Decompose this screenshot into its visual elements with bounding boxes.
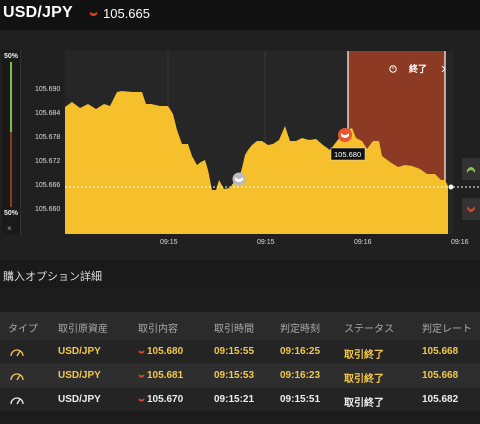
gauge-icon: [10, 373, 24, 381]
row-asset: USD/JPY: [58, 394, 101, 405]
y-tick: 105.660: [35, 206, 60, 213]
row-judge: 09:15:51: [280, 394, 321, 405]
table-row[interactable]: USD/JPY 105.670 09:15:21 09:15:51 取引終了 1…: [0, 387, 480, 411]
entry-rate-label: 105.680: [334, 150, 361, 159]
row-result: 105.668: [422, 346, 459, 357]
end-marker: 終了: [389, 63, 446, 74]
col-asset: 取引原資産: [58, 324, 108, 335]
chevron-right-icon: [441, 65, 446, 73]
clock-icon: [389, 65, 397, 73]
up-button[interactable]: [462, 158, 480, 180]
currency-pair: USD/JPY: [3, 4, 73, 21]
y-tick: 105.678: [35, 134, 60, 141]
row-status: 取引終了: [344, 374, 384, 385]
down-arrow-icon: [138, 374, 145, 378]
row-rate: 105.680: [147, 346, 184, 357]
gauge-icon: [10, 349, 24, 357]
col-content: 取引内容: [138, 324, 178, 335]
row-rate: 105.681: [147, 370, 184, 381]
row-time: 09:15:21: [214, 394, 255, 405]
down-arrow-icon: [467, 206, 475, 212]
y-tick: 105.684: [35, 110, 60, 117]
section-header: [0, 260, 480, 288]
y-tick: 105.672: [35, 158, 60, 165]
row-judge: 09:16:25: [280, 346, 321, 357]
options-table: タイプ 取引原資産 取引内容 取引時間 判定時刻 ステータス 判定レート USD…: [0, 312, 480, 411]
entry-marker-down: 105.680: [330, 128, 366, 161]
gauge-top-pct: 50%: [4, 53, 19, 60]
current-point: [448, 184, 454, 190]
down-arrow-icon: [138, 350, 145, 354]
x-tick: 09:16: [354, 239, 372, 246]
row-status: 取引終了: [344, 350, 384, 361]
table-row[interactable]: USD/JPY 105.680 09:15:55 09:16:25 取引終了 1…: [0, 339, 480, 363]
gauge-icon: [10, 397, 24, 405]
end-label: 終了: [409, 63, 427, 74]
row-result: 105.682: [422, 394, 459, 405]
row-judge: 09:16:23: [280, 370, 321, 381]
up-arrow-icon: [467, 167, 475, 173]
gauge-down-bar: [10, 132, 12, 207]
gauge-bottom-pct: 50%: [4, 210, 19, 217]
row-time: 09:15:53: [214, 370, 255, 381]
header-bar: USD/JPY 105.665: [0, 0, 480, 30]
row-rate: 105.670: [147, 394, 184, 405]
col-type: タイプ: [8, 324, 38, 335]
close-icon[interactable]: ×: [7, 224, 12, 233]
y-tick: 105.690: [35, 86, 60, 93]
y-axis-labels: 105.690 105.684 105.678 105.672 105.666 …: [35, 86, 60, 213]
current-rate: 105.665: [103, 6, 150, 21]
sentiment-gauge: 50% 50% ×: [2, 50, 21, 235]
row-time: 09:15:55: [214, 346, 255, 357]
col-time: 取引時間: [214, 324, 254, 335]
y-tick: 105.666: [35, 182, 60, 189]
x-axis-labels: 09:15 09:15 09:16 09:16: [160, 239, 469, 246]
price-chart: 105.690 105.684 105.678 105.672 105.666 …: [35, 51, 480, 246]
row-asset: USD/JPY: [58, 370, 101, 381]
down-arrow-icon: [138, 398, 145, 402]
down-arrow-icon: [89, 11, 98, 17]
row-asset: USD/JPY: [58, 346, 101, 357]
down-button[interactable]: [462, 198, 480, 220]
entry-rate-box: [330, 147, 366, 161]
price-area: [65, 91, 448, 234]
x-tick: 09:16: [451, 239, 469, 246]
gauge-up-bar: [10, 62, 12, 132]
table-header: タイプ 取引原資産 取引内容 取引時間 判定時刻 ステータス 判定レート: [0, 312, 480, 339]
row-result: 105.668: [422, 370, 459, 381]
row-status: 取引終了: [344, 398, 384, 409]
col-status: ステータス: [344, 324, 394, 335]
x-tick: 09:15: [257, 239, 275, 246]
col-judge: 判定時刻: [280, 324, 320, 335]
past-marker: [232, 172, 246, 186]
x-tick: 09:15: [160, 239, 178, 246]
section-title: 購入オプション詳細: [3, 271, 102, 283]
table-row[interactable]: USD/JPY 105.681 09:15:53 09:16:23 取引終了 1…: [0, 363, 480, 387]
col-rate: 判定レート: [422, 324, 472, 335]
